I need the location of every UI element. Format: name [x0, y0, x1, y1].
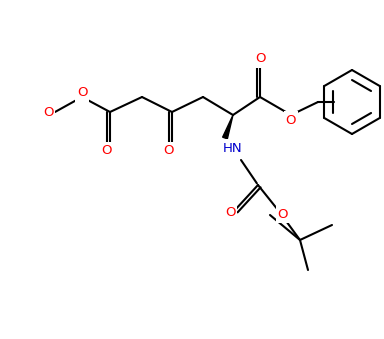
Text: O: O	[101, 144, 111, 158]
Polygon shape	[223, 115, 233, 139]
Text: O: O	[278, 207, 288, 220]
Text: O: O	[225, 206, 235, 219]
Text: O: O	[286, 114, 296, 126]
Text: O: O	[77, 86, 87, 100]
Text: O: O	[255, 53, 265, 65]
Text: O: O	[163, 144, 173, 158]
Text: HN: HN	[223, 141, 243, 155]
Text: O: O	[43, 105, 53, 119]
